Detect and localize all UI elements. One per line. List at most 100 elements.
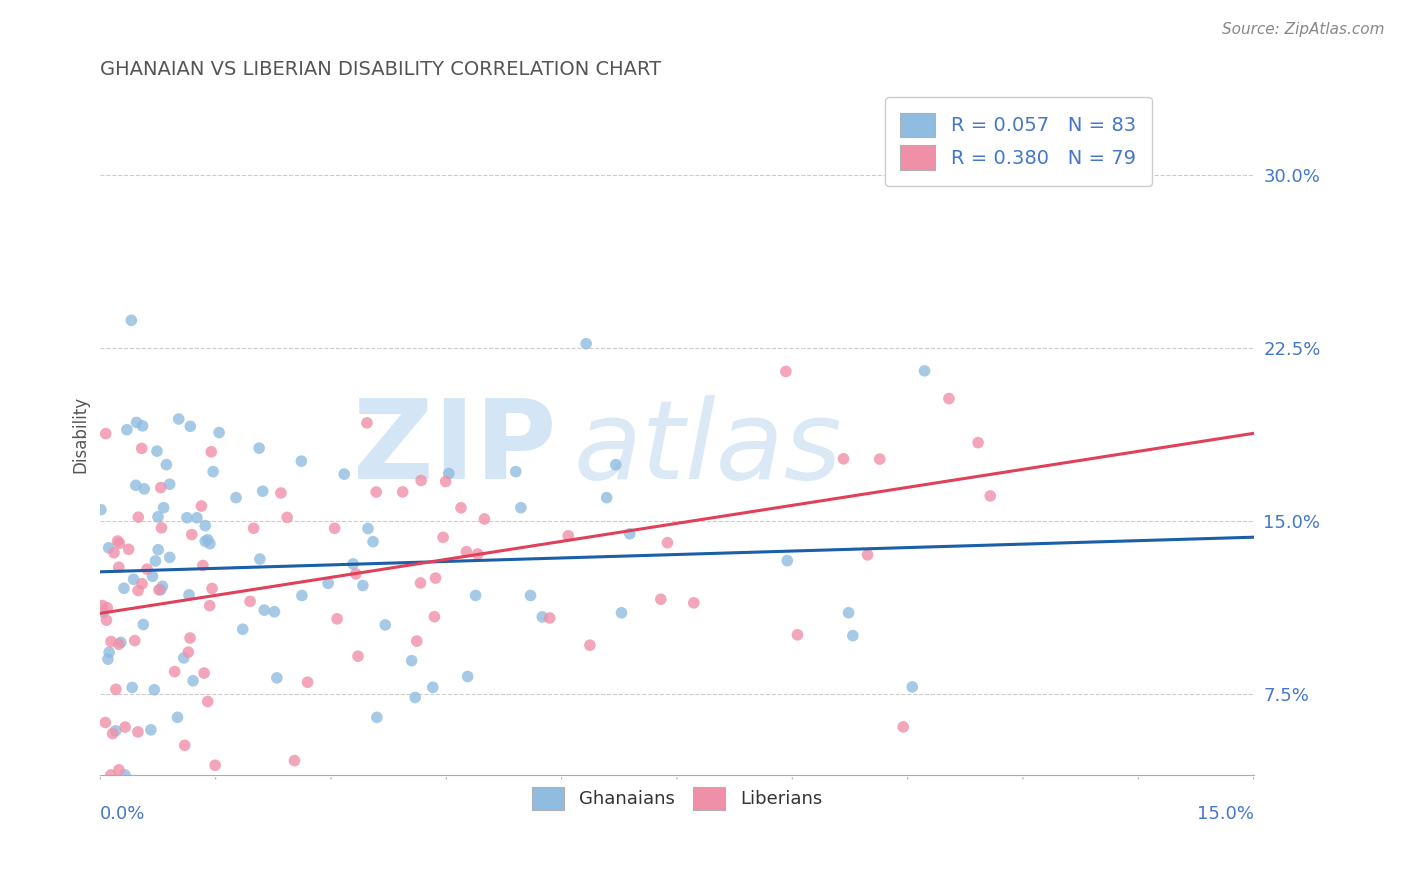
Point xyxy=(155,458,177,472)
Point xyxy=(143,682,166,697)
Point xyxy=(422,681,444,695)
Point xyxy=(575,336,598,351)
Point xyxy=(366,485,388,500)
Point xyxy=(152,500,174,515)
Point xyxy=(146,444,169,458)
Point xyxy=(938,392,960,406)
Point xyxy=(316,576,339,591)
Point xyxy=(194,518,217,533)
Point xyxy=(832,451,855,466)
Point xyxy=(176,510,198,524)
Point xyxy=(276,510,298,524)
Point xyxy=(404,690,426,705)
Point xyxy=(100,634,122,648)
Text: atlas: atlas xyxy=(574,394,842,501)
Point xyxy=(450,500,472,515)
Point xyxy=(291,589,314,603)
Point xyxy=(425,571,447,585)
Point xyxy=(914,364,936,378)
Point xyxy=(979,489,1001,503)
Point xyxy=(786,628,808,642)
Point xyxy=(967,435,990,450)
Text: Source: ZipAtlas.com: Source: ZipAtlas.com xyxy=(1222,22,1385,37)
Text: GHANAIAN VS LIBERIAN DISABILITY CORRELATION CHART: GHANAIAN VS LIBERIAN DISABILITY CORRELAT… xyxy=(100,60,661,78)
Point xyxy=(107,637,129,651)
Text: 15.0%: 15.0% xyxy=(1197,805,1254,823)
Point xyxy=(110,635,132,649)
Point xyxy=(131,576,153,591)
Point xyxy=(91,605,114,619)
Point xyxy=(409,576,432,591)
Point xyxy=(131,418,153,433)
Point xyxy=(610,606,633,620)
Point xyxy=(91,599,114,613)
Point xyxy=(198,536,221,550)
Point xyxy=(115,423,138,437)
Point xyxy=(457,669,479,683)
Point xyxy=(159,550,181,565)
Point xyxy=(344,566,367,581)
Point xyxy=(141,569,163,583)
Point xyxy=(159,477,181,491)
Point xyxy=(432,530,454,544)
Point xyxy=(531,610,554,624)
Point xyxy=(127,725,149,739)
Point xyxy=(104,723,127,738)
Point xyxy=(682,596,704,610)
Point xyxy=(96,600,118,615)
Point xyxy=(323,521,346,535)
Point xyxy=(856,548,879,562)
Point xyxy=(342,557,364,571)
Point xyxy=(149,481,172,495)
Point xyxy=(149,582,172,597)
Point xyxy=(657,535,679,549)
Point xyxy=(297,675,319,690)
Point xyxy=(519,589,541,603)
Point xyxy=(202,465,225,479)
Point xyxy=(247,441,270,455)
Point xyxy=(97,652,120,666)
Point xyxy=(366,710,388,724)
Point xyxy=(595,491,617,505)
Point xyxy=(509,500,531,515)
Point xyxy=(838,606,860,620)
Point xyxy=(167,412,190,426)
Point xyxy=(605,458,627,472)
Point xyxy=(326,612,349,626)
Point xyxy=(579,638,602,652)
Point xyxy=(347,649,370,664)
Point xyxy=(117,542,139,557)
Point xyxy=(107,534,129,549)
Point xyxy=(263,605,285,619)
Point xyxy=(249,552,271,566)
Point xyxy=(252,484,274,499)
Point xyxy=(114,768,136,782)
Point xyxy=(290,454,312,468)
Point xyxy=(190,499,212,513)
Point xyxy=(120,313,142,327)
Point xyxy=(96,613,118,627)
Point xyxy=(94,715,117,730)
Point xyxy=(283,754,305,768)
Point xyxy=(405,634,427,648)
Point xyxy=(191,558,214,573)
Point xyxy=(122,572,145,586)
Point xyxy=(107,560,129,574)
Point xyxy=(150,521,173,535)
Point xyxy=(557,529,579,543)
Point xyxy=(125,416,148,430)
Point xyxy=(177,588,200,602)
Point xyxy=(239,594,262,608)
Point xyxy=(179,419,201,434)
Point xyxy=(186,510,208,524)
Point xyxy=(650,592,672,607)
Point xyxy=(361,534,384,549)
Point xyxy=(103,546,125,560)
Point xyxy=(173,651,195,665)
Point xyxy=(166,710,188,724)
Point xyxy=(776,553,799,567)
Point xyxy=(374,618,396,632)
Point xyxy=(139,723,162,737)
Point xyxy=(357,522,380,536)
Point xyxy=(232,622,254,636)
